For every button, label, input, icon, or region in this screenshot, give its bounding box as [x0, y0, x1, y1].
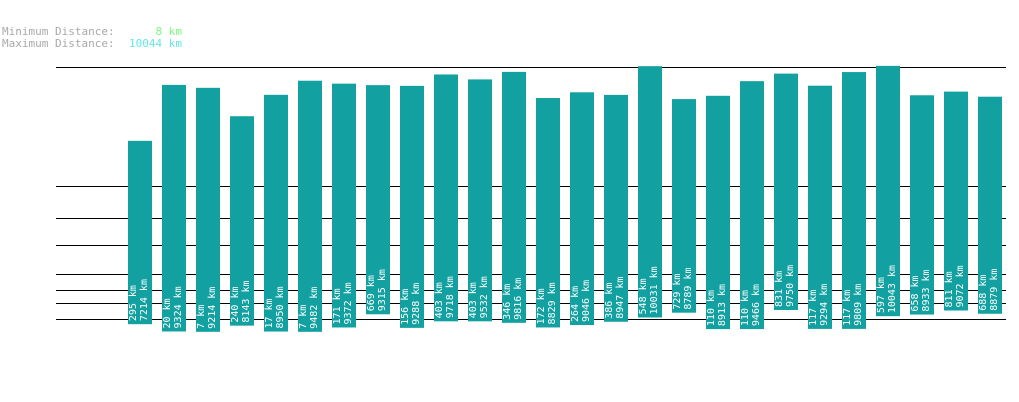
bar-min-label: 20 km — [162, 298, 173, 328]
bar-max-label: 9718 km — [445, 276, 456, 318]
bar-min-label: 171 km — [332, 288, 343, 324]
bar-min-label: 156 km — [400, 289, 411, 325]
bar-max-label: 8879 km — [989, 269, 1000, 311]
bar-max-label: 8947 km — [615, 277, 626, 319]
bar-min-label: 386 km — [604, 283, 615, 319]
bar-max-label: 8143 km — [241, 280, 252, 322]
distance-bar — [638, 66, 662, 318]
bar-min-label: 669 km — [366, 275, 377, 311]
bar-min-label: 110 km — [740, 290, 751, 326]
min-distance-value: 8 km — [156, 25, 183, 38]
bar-max-label: 7214 km — [139, 279, 150, 321]
distance-bar — [842, 72, 866, 329]
legend: Minimum Distance: 8 km Maximum Distance:… — [2, 25, 182, 50]
max-distance-label: Maximum Distance: — [2, 37, 115, 50]
bar-max-label: 9482 km — [309, 287, 320, 329]
bar-max-label: 9214 km — [207, 287, 218, 329]
distance-bar — [570, 92, 594, 326]
max-distance-value: 10044 km — [129, 37, 182, 50]
bar-min-label: 110 km — [706, 290, 717, 326]
bar-max-label: 8913 km — [717, 284, 728, 326]
distance-bar — [808, 85, 832, 329]
bar-min-label: 403 km — [434, 282, 445, 318]
distance-bar — [162, 84, 186, 332]
bar-min-label: 597 km — [876, 277, 887, 313]
distance-bar — [332, 83, 356, 328]
bar-max-label: 9816 km — [513, 278, 524, 320]
distance-bar — [196, 87, 220, 332]
bar-max-label: 9324 km — [173, 286, 184, 328]
distance-bar — [876, 65, 900, 317]
distance-bar — [604, 94, 628, 322]
bar-max-label: 9294 km — [819, 284, 830, 326]
bar-max-label: 9315 km — [377, 269, 388, 311]
bar-max-label: 9809 km — [853, 284, 864, 326]
bar-max-label: 9046 km — [581, 280, 592, 322]
bar-max-label: 8950 km — [275, 286, 286, 328]
distance-bar — [740, 81, 764, 330]
min-distance-label: Minimum Distance: — [2, 25, 115, 38]
bar-min-label: 346 km — [502, 284, 513, 320]
bar-max-label: 9750 km — [785, 265, 796, 307]
distance-bar — [672, 99, 696, 313]
bar-max-label: 10043 km — [887, 265, 898, 313]
bar-max-label: 9532 km — [479, 276, 490, 318]
distance-bar — [366, 85, 390, 315]
bar-min-label: 240 km — [230, 287, 241, 323]
bar-min-label: 831 km — [774, 271, 785, 307]
bar-max-label: 9072 km — [955, 265, 966, 307]
distance-bar — [468, 79, 492, 322]
bars: 295 km 7214 km 20 km 9324 km 7 km 9214 km 240 … — [128, 65, 1002, 332]
distance-bar — [128, 140, 152, 325]
distance-bar — [978, 96, 1002, 314]
bar-min-label: 117 km — [808, 290, 819, 326]
bar-min-label: 403 km — [468, 282, 479, 318]
distance-bar — [434, 74, 458, 322]
distance-bar — [706, 95, 730, 330]
bar-min-label: 548 km — [638, 278, 649, 314]
bar-min-label: 117 km — [842, 290, 853, 326]
bar-max-label: 8933 km — [921, 269, 932, 311]
bar-min-label: 264 km — [570, 286, 581, 322]
distance-bar — [264, 94, 288, 332]
bar-min-label: 811 km — [944, 271, 955, 307]
distance-bar — [910, 95, 934, 315]
bar-max-label: 9288 km — [411, 283, 422, 325]
bar-min-label: 729 km — [672, 274, 683, 310]
distance-bar — [774, 73, 798, 310]
bar-min-label: 658 km — [910, 275, 921, 311]
distance-bar — [400, 85, 424, 328]
bar-min-label: 7 km — [196, 305, 207, 329]
distance-bar — [502, 71, 526, 323]
bar-min-label: 172 km — [536, 288, 547, 324]
bar-min-label: 7 km — [298, 305, 309, 329]
bar-min-label: 295 km — [128, 285, 139, 321]
bar-min-label: 17 km — [264, 298, 275, 328]
bar-max-label: 8829 km — [547, 282, 558, 324]
distance-bar — [298, 80, 322, 332]
distance-bar — [944, 91, 968, 311]
bar-min-label: 688 km — [978, 275, 989, 311]
bar-max-label: 9466 km — [751, 284, 762, 326]
bar-max-label: 8789 km — [683, 268, 694, 310]
distance-bar — [536, 98, 560, 328]
distance-bar — [230, 116, 254, 326]
bar-max-label: 9372 km — [343, 282, 354, 324]
bar-max-label: 10031 km — [649, 266, 660, 314]
